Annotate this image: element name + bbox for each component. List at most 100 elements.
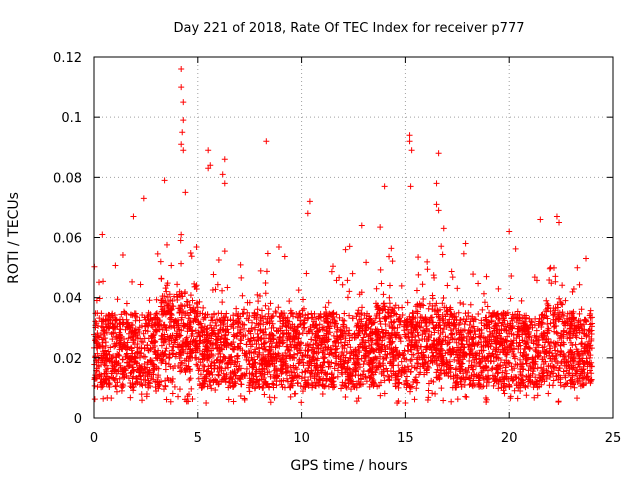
- data-point: [199, 384, 206, 391]
- data-point: [481, 299, 488, 306]
- data-point: [443, 370, 450, 377]
- data-point: [543, 297, 550, 304]
- data-point: [310, 344, 317, 351]
- data-point: [270, 313, 277, 320]
- data-point: [507, 324, 514, 331]
- data-point: [319, 381, 326, 388]
- data-point: [488, 312, 495, 319]
- data-point: [520, 353, 527, 360]
- data-point: [223, 371, 230, 378]
- data-point: [339, 281, 346, 288]
- data-point: [439, 251, 446, 258]
- data-point: [407, 183, 414, 190]
- data-point: [274, 353, 281, 360]
- data-point: [253, 379, 260, 386]
- data-point: [401, 355, 408, 362]
- data-point: [429, 295, 436, 302]
- data-point: [324, 338, 331, 345]
- data-point: [436, 350, 443, 357]
- data-point: [487, 332, 494, 339]
- data-point: [429, 358, 436, 365]
- data-point: [227, 382, 234, 389]
- data-point: [513, 319, 520, 326]
- data-point: [494, 327, 501, 334]
- data-point: [377, 392, 384, 399]
- data-point: [181, 357, 188, 364]
- data-point: [588, 370, 595, 377]
- data-point: [215, 372, 222, 379]
- data-point: [583, 317, 590, 324]
- data-point: [300, 320, 307, 327]
- data-point: [123, 323, 130, 330]
- data-point: [558, 339, 565, 346]
- data-point: [303, 270, 310, 277]
- data-point: [413, 323, 420, 330]
- data-point: [345, 380, 352, 387]
- data-point: [152, 384, 159, 391]
- data-point: [451, 310, 458, 317]
- data-point: [517, 342, 524, 349]
- data-point: [107, 344, 114, 351]
- data-point: [112, 317, 119, 324]
- data-point: [551, 323, 558, 330]
- data-point: [256, 320, 263, 327]
- data-point: [272, 343, 279, 350]
- data-point: [354, 320, 361, 327]
- data-point: [507, 320, 514, 327]
- data-point: [463, 393, 470, 400]
- data-point: [128, 347, 135, 354]
- data-point: [388, 329, 395, 336]
- data-point: [288, 369, 295, 376]
- data-point: [224, 360, 231, 367]
- data-point: [523, 315, 530, 322]
- data-point: [284, 335, 291, 342]
- data-point: [91, 396, 98, 403]
- data-point: [270, 381, 277, 388]
- data-point: [298, 399, 305, 406]
- data-point: [414, 329, 421, 336]
- data-point: [306, 362, 313, 369]
- data-point: [328, 371, 335, 378]
- data-point: [536, 336, 543, 343]
- data-point: [282, 369, 289, 376]
- data-point: [415, 254, 422, 261]
- data-point: [237, 392, 244, 399]
- data-point: [307, 326, 314, 333]
- data-point: [350, 349, 357, 356]
- data-point: [271, 394, 278, 401]
- data-point: [307, 369, 314, 376]
- data-point: [112, 262, 119, 269]
- data-point: [499, 342, 506, 349]
- data-point: [161, 386, 168, 393]
- data-point: [151, 342, 158, 349]
- data-point: [99, 318, 106, 325]
- data-point: [152, 326, 159, 333]
- data-point: [358, 316, 365, 323]
- data-point: [189, 396, 196, 403]
- data-point: [301, 368, 308, 375]
- data-point: [396, 314, 403, 321]
- data-point: [252, 348, 259, 355]
- data-point: [142, 353, 149, 360]
- data-point: [407, 384, 414, 391]
- data-point: [200, 339, 207, 346]
- data-point: [200, 362, 207, 369]
- data-point: [199, 310, 206, 317]
- data-point: [565, 370, 572, 377]
- data-point: [183, 334, 190, 341]
- data-point: [443, 363, 450, 370]
- data-point: [125, 363, 132, 370]
- data-point: [292, 372, 299, 379]
- data-point: [187, 346, 194, 353]
- data-point: [433, 347, 440, 354]
- data-point: [505, 347, 512, 354]
- data-point: [405, 347, 412, 354]
- data-point: [330, 309, 337, 316]
- data-point: [539, 319, 546, 326]
- data-point: [460, 301, 467, 308]
- data-point: [140, 330, 147, 337]
- data-point: [331, 323, 338, 330]
- data-point: [257, 370, 264, 377]
- data-point: [547, 320, 554, 327]
- data-point: [526, 334, 533, 341]
